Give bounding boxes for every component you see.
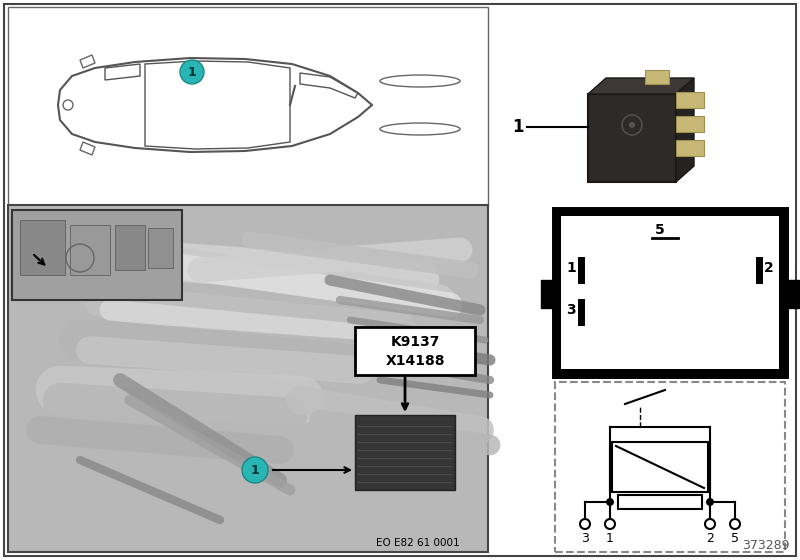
Text: 1: 1 <box>250 464 259 477</box>
Bar <box>676 140 704 156</box>
Text: X14188: X14188 <box>386 354 445 368</box>
Text: 1: 1 <box>606 533 614 545</box>
Circle shape <box>242 457 268 483</box>
Text: 5: 5 <box>731 533 739 545</box>
Text: 2: 2 <box>706 533 714 545</box>
Bar <box>561 216 779 369</box>
Bar <box>490 5 795 270</box>
Bar <box>70 225 110 275</box>
Bar <box>12 210 182 300</box>
Bar <box>148 228 173 268</box>
Bar <box>355 327 475 375</box>
Bar <box>20 220 65 275</box>
Bar <box>8 7 488 205</box>
Bar <box>645 70 669 84</box>
Bar <box>8 205 488 552</box>
Text: 1: 1 <box>188 66 196 78</box>
Bar <box>588 94 676 182</box>
Bar <box>676 116 704 132</box>
Text: 2: 2 <box>764 261 774 275</box>
Text: EO E82 61 0001: EO E82 61 0001 <box>376 538 460 548</box>
Text: 5: 5 <box>655 223 665 237</box>
Bar <box>612 442 708 492</box>
Bar <box>676 92 704 108</box>
Circle shape <box>606 498 614 506</box>
Bar <box>555 382 785 552</box>
Text: 1: 1 <box>512 118 524 136</box>
Bar <box>541 280 555 308</box>
Circle shape <box>180 60 204 84</box>
Bar <box>785 280 799 308</box>
Text: K9137: K9137 <box>390 335 440 349</box>
Polygon shape <box>588 78 694 94</box>
Bar <box>355 415 455 490</box>
Polygon shape <box>676 78 694 182</box>
Text: 3: 3 <box>581 533 589 545</box>
Bar <box>555 210 785 375</box>
Bar <box>115 225 145 270</box>
Bar <box>618 495 702 509</box>
Circle shape <box>706 498 714 506</box>
Text: 1: 1 <box>566 261 576 275</box>
Text: 3: 3 <box>566 303 576 317</box>
Circle shape <box>629 122 635 128</box>
Text: 373289: 373289 <box>742 539 790 552</box>
